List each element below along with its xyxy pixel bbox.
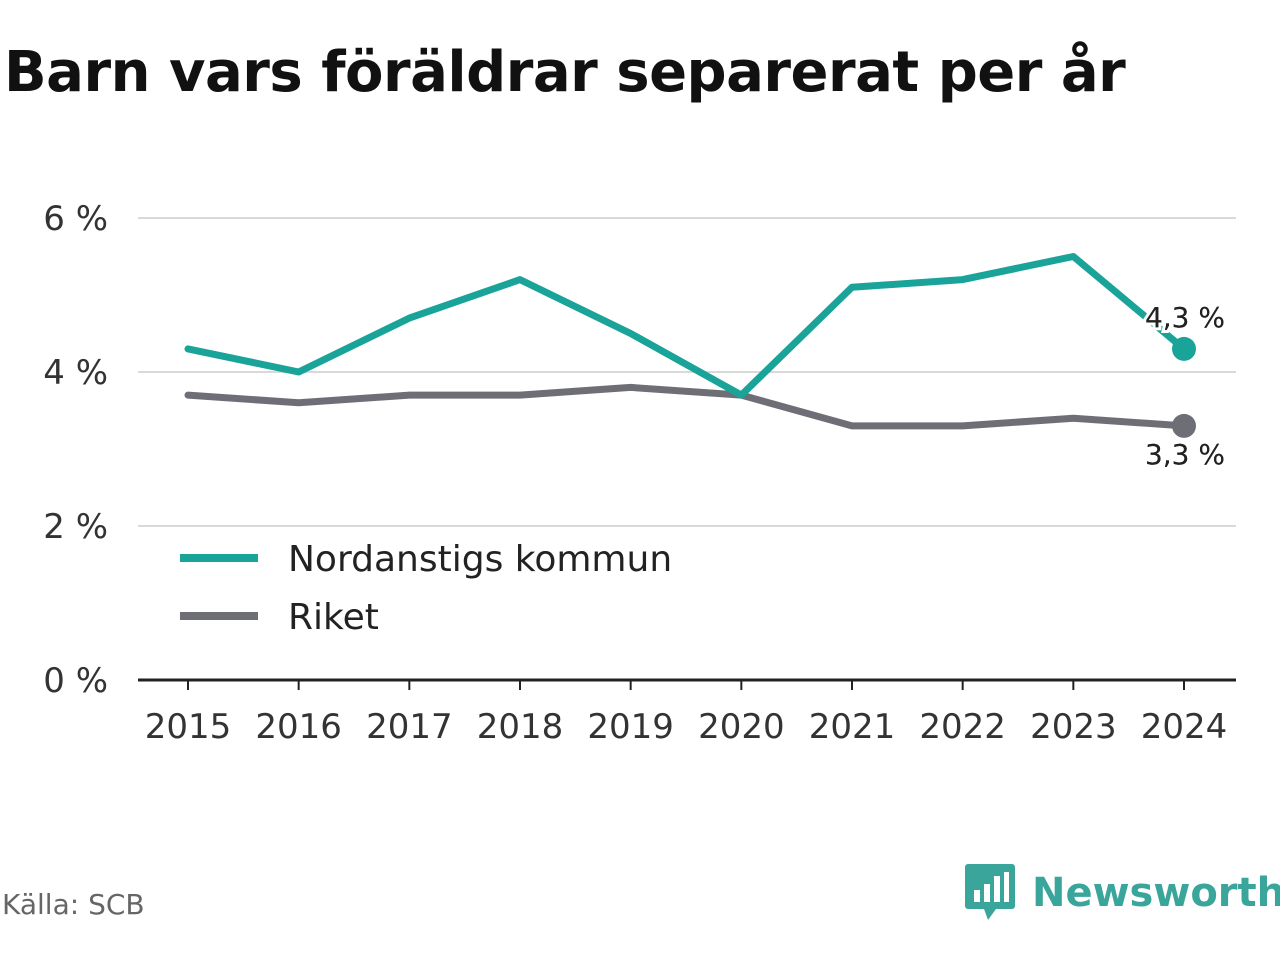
end-label-halo: 3,3 % [1145, 438, 1225, 471]
series-end-point [1172, 336, 1196, 361]
chart-title: Barn vars föräldrar separerat per år [4, 40, 1126, 105]
x-axis: 2015 2016 2017 2018 2019 2020 2021 2022 2023 2024 [138, 678, 1236, 747]
x-tick-label: 2022 [919, 707, 1006, 747]
source-note: Källa: SCB [2, 888, 145, 921]
end-label: 4,3 % [1145, 301, 1225, 334]
x-tick-label: 2024 [1141, 707, 1228, 747]
series-end-point [1172, 413, 1196, 438]
newsworthy-logo-icon [965, 864, 1015, 920]
end-label-halo: 4,3 % [1145, 301, 1225, 334]
y-tick-label: 2 % [43, 507, 108, 547]
legend-background [165, 528, 690, 648]
legend-label: Nordanstigs kommun [288, 539, 672, 580]
x-tick-label: 2019 [587, 707, 674, 747]
y-tick-label: 6 % [43, 199, 108, 239]
x-tick-label: 2023 [1030, 707, 1117, 747]
gridlines [138, 217, 1236, 527]
legend: Nordanstigs kommun Riket [165, 528, 690, 648]
x-tick-label: 2017 [366, 707, 453, 747]
x-tick-label: 2021 [809, 707, 896, 747]
series-line [184, 253, 1188, 399]
x-tick-label: 2020 [698, 707, 785, 747]
end-label: 3,3 % [1145, 438, 1225, 471]
brand-logo: Newsworthy [964, 862, 1280, 924]
y-tick-label: 0 % [43, 661, 108, 701]
y-tick-label: 4 % [43, 353, 108, 393]
series-line [184, 383, 1188, 430]
x-tick-label: 2015 [145, 707, 232, 747]
legend-label: Riket [288, 597, 379, 638]
y-axis-ticks: 0 % 2 % 4 % 6 % [43, 199, 108, 701]
x-tick-label: 2016 [255, 707, 342, 747]
end-labels: 4,3 %4,3 %3,3 %3,3 % [1142, 298, 1228, 474]
series-lines [184, 253, 1196, 438]
brand-name: Newsworthy [1032, 870, 1280, 916]
x-tick-label: 2018 [477, 707, 564, 747]
